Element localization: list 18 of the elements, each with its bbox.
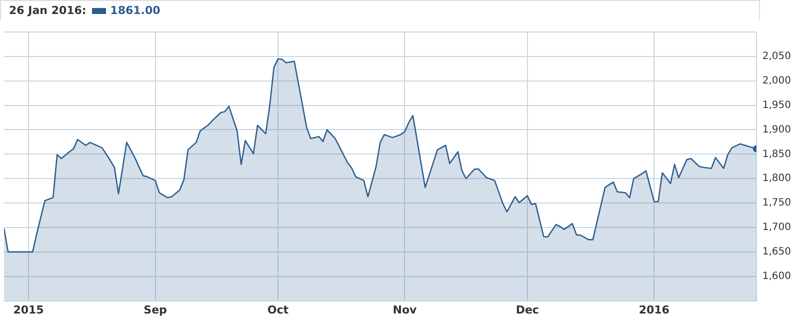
y-tick-label: 2,050 <box>762 51 792 62</box>
chart-subtitle: 1861.00 <box>110 4 160 17</box>
y-tick-label: 1,950 <box>762 100 792 111</box>
y-tick-label: 1,650 <box>762 246 792 258</box>
y-tick-label: 1,600 <box>762 270 792 282</box>
x-tick-label: Nov <box>392 303 418 316</box>
y-tick-label: 1,800 <box>762 173 792 184</box>
x-tick-label: 2016 <box>638 303 670 316</box>
y-tick-label: 2,000 <box>762 75 792 86</box>
x-tick-label: Oct <box>267 303 289 316</box>
y-tick-label: 1,750 <box>762 198 792 209</box>
x-tick-label: 2015 <box>13 303 44 316</box>
y-tick-label: 1,700 <box>762 222 792 234</box>
x-tick-label: Sep <box>144 303 168 316</box>
y-tick-label: 1,900 <box>762 124 792 136</box>
chart-title: 26 Jan 2016: <box>9 4 86 17</box>
x-tick-label: Dec <box>516 303 539 316</box>
y-tick-label: 1,850 <box>762 148 792 160</box>
